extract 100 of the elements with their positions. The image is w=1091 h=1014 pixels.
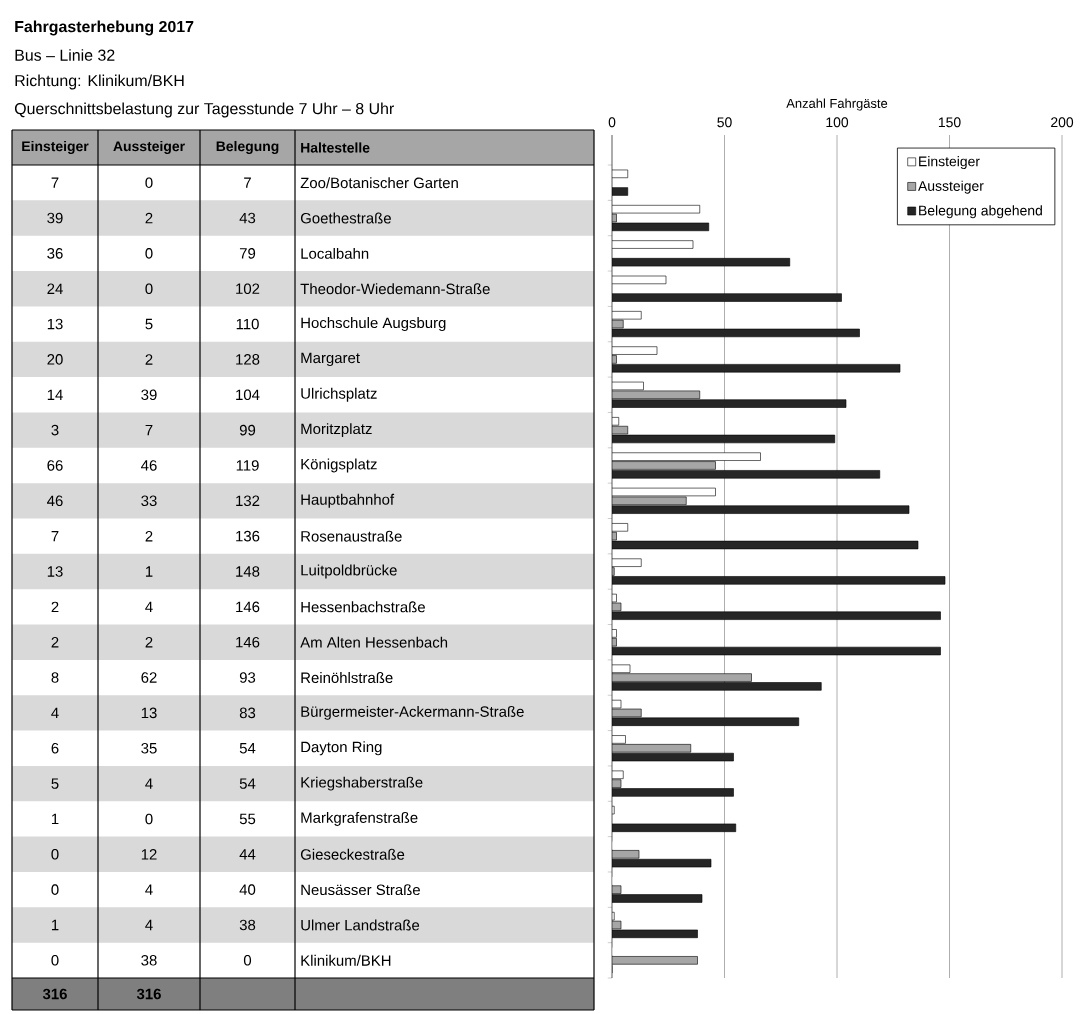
data-label: 46 xyxy=(141,460,157,471)
y-tick-label: Markgrafenstraße xyxy=(301,811,418,826)
text: Fahrgasterhebung 2017 xyxy=(15,20,194,36)
data-label: 62 xyxy=(141,672,157,683)
y-tick-label: Klinikum/BKH xyxy=(301,954,391,966)
data-label: 93 xyxy=(239,672,256,683)
x-tick-label: 50 xyxy=(717,117,732,128)
data-label: 128 xyxy=(236,354,260,365)
data-label: 0 xyxy=(243,955,252,966)
x-tick-label: 0 xyxy=(608,117,616,128)
data-label: 44 xyxy=(239,849,256,860)
data-label: 99 xyxy=(239,424,256,436)
data-label: 5 xyxy=(51,778,59,789)
data-label: 35 xyxy=(141,742,157,754)
data-label: 38 xyxy=(239,919,256,931)
data-label: 4 xyxy=(145,778,153,789)
data-label: 2 xyxy=(145,530,153,542)
data-label: 0 xyxy=(145,177,153,188)
y-tick-label: Theodor-Wiedemann-Straße xyxy=(300,283,490,295)
bar xyxy=(612,611,941,620)
legend-label: Belegung abgehend xyxy=(919,205,1042,219)
data-label: 0 xyxy=(145,248,153,259)
data-label: 0 xyxy=(51,849,59,860)
data-label: 83 xyxy=(239,707,256,719)
y-tick-label: Hauptbahnhof xyxy=(301,493,395,508)
data-label: 0 xyxy=(51,884,59,895)
y-tick-label: Reinöhlstraße xyxy=(301,672,393,684)
data-label: 12 xyxy=(141,849,157,860)
data-label: 2 xyxy=(145,354,153,365)
y-tick-label: Ulmer Landstraße xyxy=(301,919,420,931)
x-tick-label: 150 xyxy=(938,117,961,128)
legend-label: Einsteiger xyxy=(919,156,980,170)
data-label: 38 xyxy=(141,955,157,966)
data-label: 1 xyxy=(145,566,153,577)
data-label: 102 xyxy=(236,283,260,295)
text: Einsteiger xyxy=(22,140,89,155)
text: Belegung xyxy=(216,140,279,155)
data-label: 13 xyxy=(47,566,63,577)
data-label: 24 xyxy=(47,283,63,294)
data-label: 79 xyxy=(239,248,256,259)
data-label: 39 xyxy=(47,212,63,224)
data-label: 13 xyxy=(141,707,157,719)
y-tick-label: Neusässer Straße xyxy=(301,884,420,896)
text: Bus – Linie 32 xyxy=(15,49,115,61)
y-tick-label: Localbahn xyxy=(301,247,369,259)
data-label: 104 xyxy=(236,389,260,401)
y-tick-label: Luitpoldbrücke xyxy=(301,564,397,579)
data-label: 43 xyxy=(239,212,256,224)
y-tick-label: Am Alten Hessenbach xyxy=(300,636,448,648)
data-label: 66 xyxy=(47,460,63,471)
data-label: 2 xyxy=(51,601,59,613)
y-tick-label: Ulrichsplatz xyxy=(301,387,377,402)
data-label: 0 xyxy=(51,955,59,966)
y-tick-label: Moritzplatz xyxy=(301,423,372,438)
text: Haltestelle xyxy=(301,142,370,153)
data-label: 0 xyxy=(145,813,153,825)
data-label: 8 xyxy=(51,672,59,683)
data-label: 132 xyxy=(236,495,260,507)
data-label: 2 xyxy=(145,636,153,648)
data-label: 54 xyxy=(239,778,256,789)
data-label: 1 xyxy=(51,813,59,825)
data-label: 0 xyxy=(145,283,153,295)
data-label: 36 xyxy=(47,248,63,259)
data-label: 146 xyxy=(236,601,260,613)
data-label: 6 xyxy=(51,742,59,754)
data-label: 55 xyxy=(239,813,256,825)
text: Querschnittsbelastung zur Tagesstunde 7 Uhr – 8 Uhr xyxy=(14,102,394,118)
data-label: 3 xyxy=(51,424,59,436)
data-label: 1 xyxy=(51,919,59,931)
data-label: 148 xyxy=(236,566,260,577)
x-tick-label: 100 xyxy=(826,117,849,128)
y-tick-label: Zoo/Botanischer Garten xyxy=(300,177,458,189)
data-label: 20 xyxy=(47,354,63,365)
data-label: 2 xyxy=(51,636,59,648)
y-tick-label: Kriegshaberstraße xyxy=(301,776,423,791)
data-label: 39 xyxy=(141,389,157,401)
data-label: 4 xyxy=(145,884,153,895)
data-label: 54 xyxy=(239,743,256,754)
data-label: 46 xyxy=(47,495,63,507)
data-label: 136 xyxy=(236,530,260,542)
y-tick-label: Hessenbachstraße xyxy=(301,601,425,613)
y-tick-label: Hochschule Augsburg xyxy=(301,317,446,332)
data-label: 33 xyxy=(141,495,157,507)
x-axis-title: Anzahl Fahrgäste xyxy=(786,98,888,111)
data-label: 7 xyxy=(244,177,251,188)
data-label: 14 xyxy=(47,389,63,400)
y-tick-label: Goethestraße xyxy=(300,212,391,224)
y-tick-label: Rosenaustraße xyxy=(301,530,402,542)
data-label: 7 xyxy=(145,424,153,436)
data-label: 4 xyxy=(145,601,153,612)
data-label: 119 xyxy=(236,460,259,471)
data-label: 110 xyxy=(236,318,259,330)
y-tick-label: Königsplatz xyxy=(301,458,377,473)
data-label: 5 xyxy=(145,318,153,330)
data-label: 7 xyxy=(51,177,59,188)
text: 316 xyxy=(136,988,161,1000)
y-tick-label: Gieseckestraße xyxy=(300,848,405,860)
y-tick-label: Dayton Ring xyxy=(301,741,382,756)
data-label: 7 xyxy=(51,531,59,542)
text: Aussteiger xyxy=(113,140,185,155)
